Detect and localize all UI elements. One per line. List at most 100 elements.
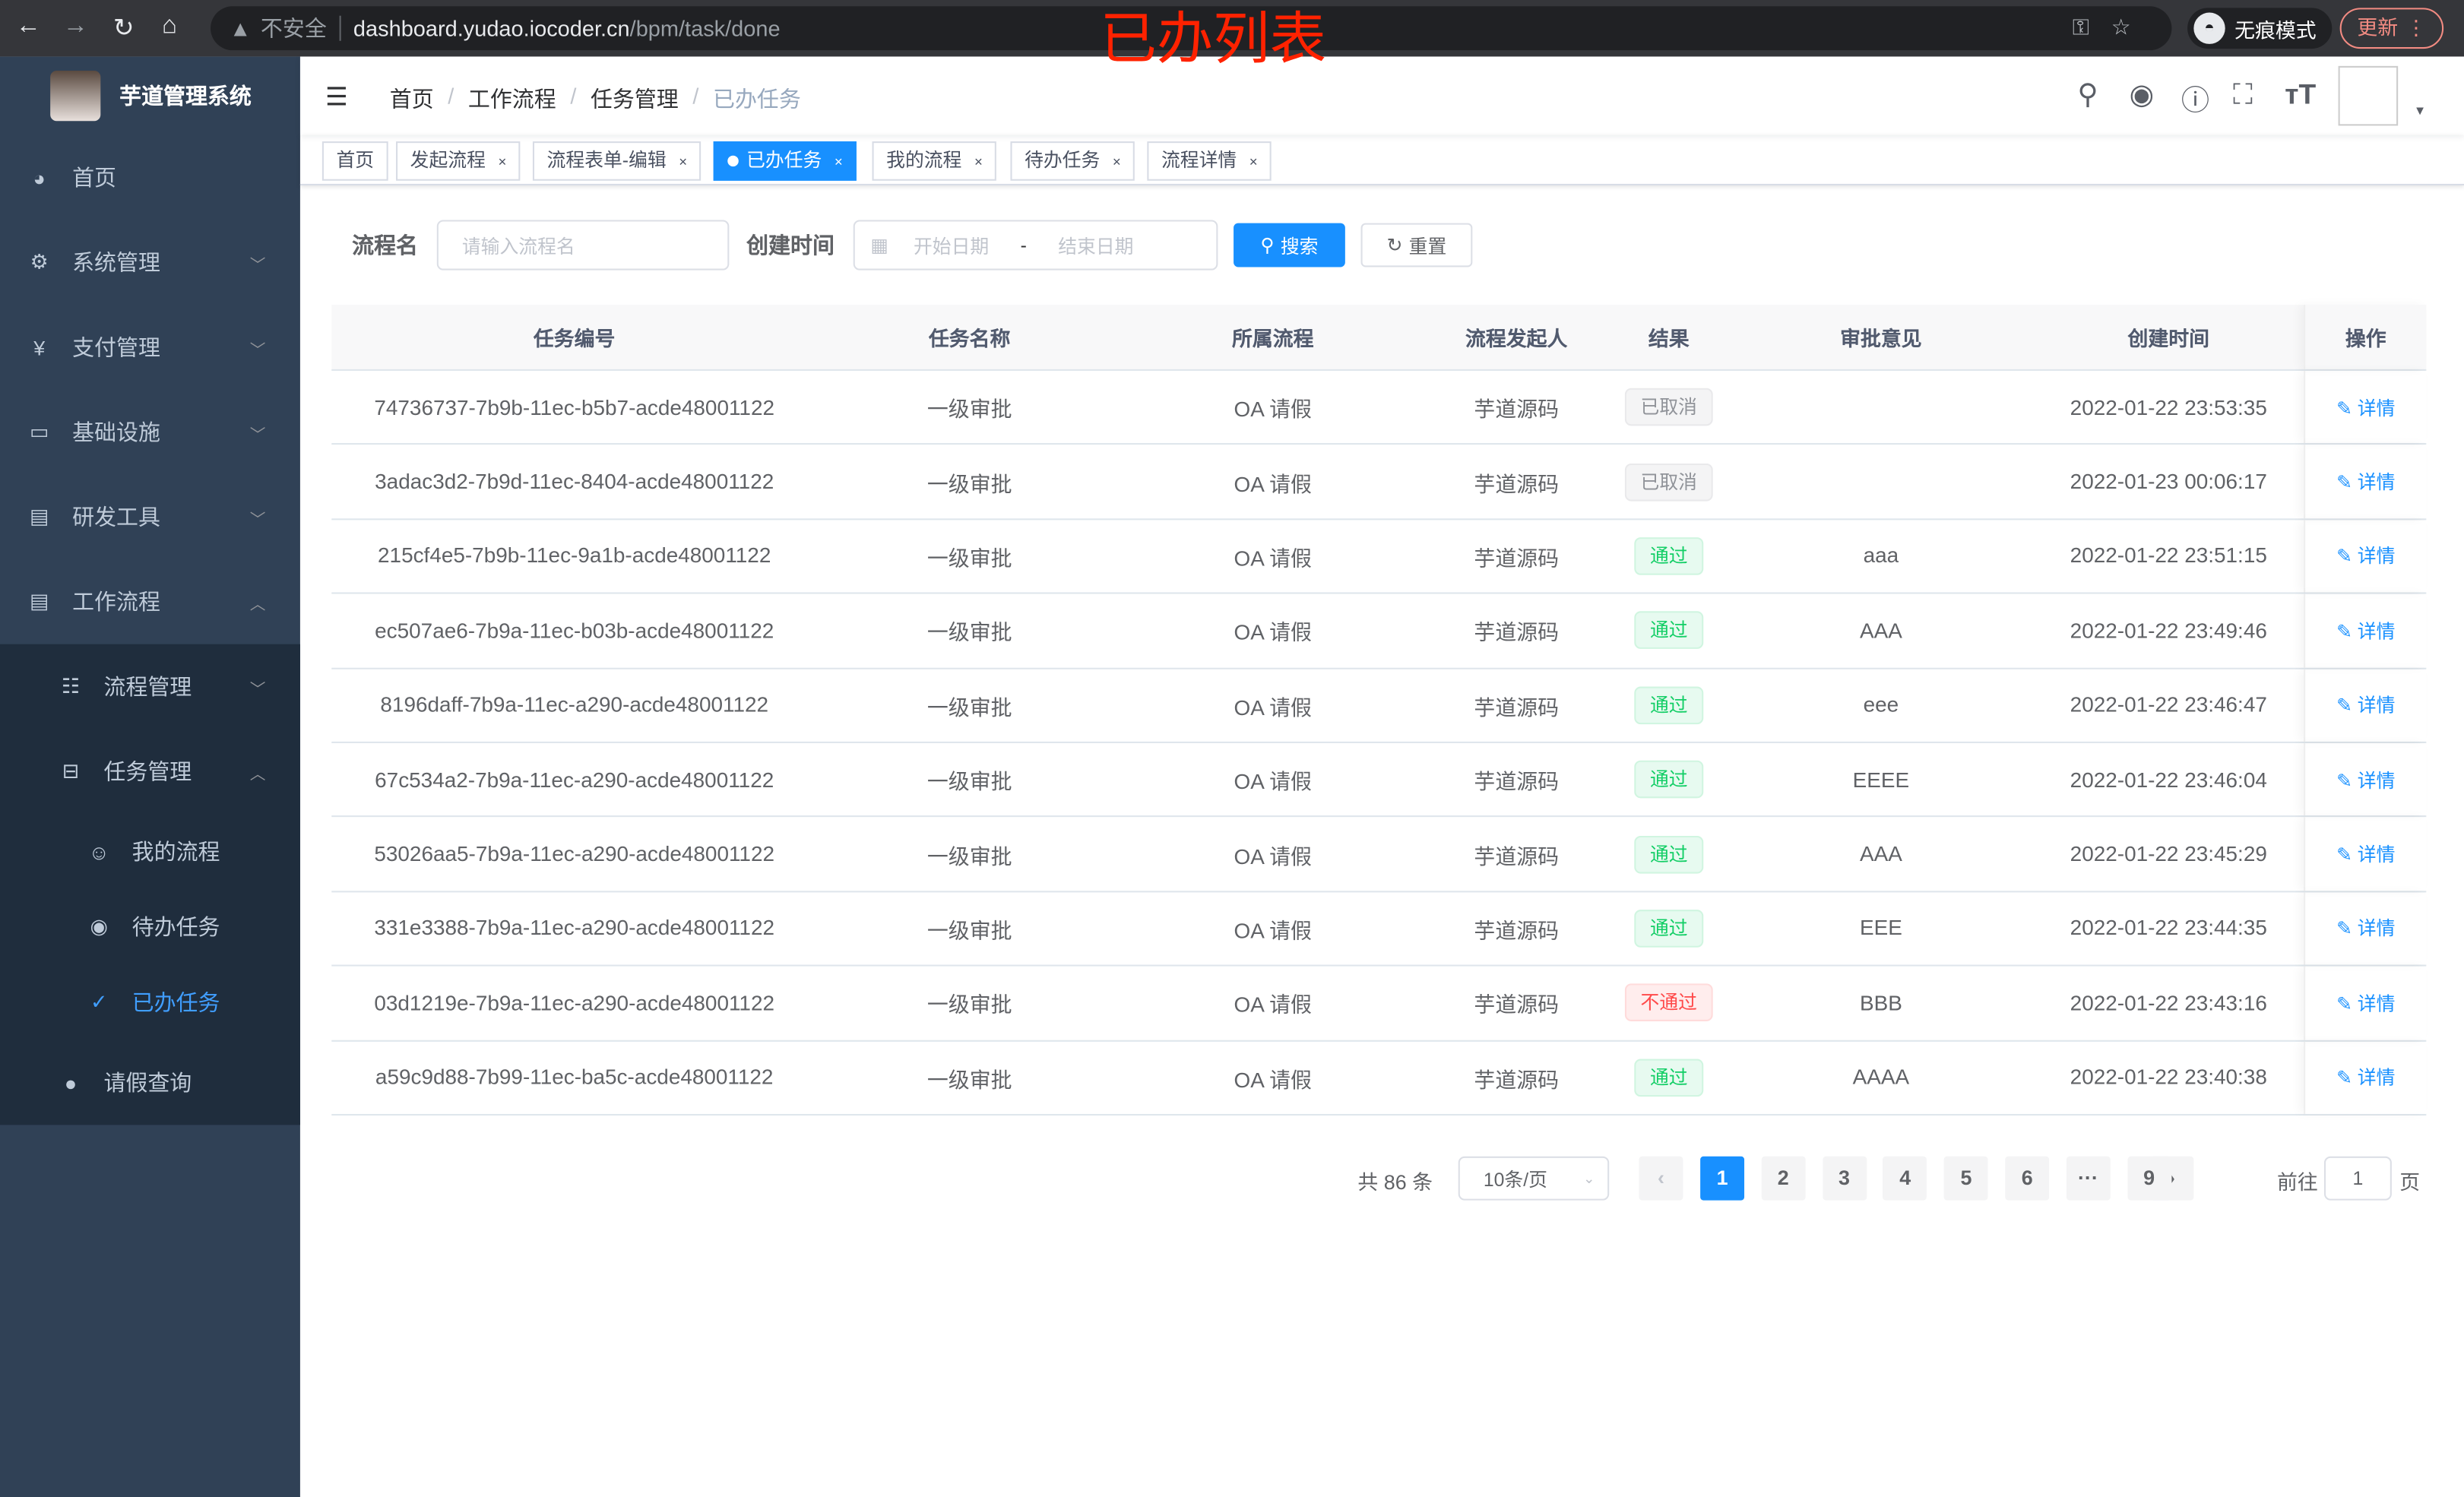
page-button[interactable]: 6 [2005,1156,2050,1201]
address-bar[interactable]: ▲ 不安全 dashboard.yudao.iocoder.cn/bpm/tas… [211,6,2172,51]
tag-2[interactable]: 流程表单-编辑 × [532,141,702,181]
sidebar-subitem[interactable]: ☺ 我的流程 [0,814,300,889]
starter: 芋道源码 [1474,695,1560,720]
sidebar-subitem[interactable]: ✓ 已办任务 [0,965,300,1040]
process-name-input[interactable]: 请输入流程名 [436,220,730,271]
app-title: 芋道管理系统 [119,83,252,109]
sidebar-subitem[interactable]: ⊟ 任务管理 ︿ [0,729,300,814]
forward-icon[interactable]: → [62,12,88,40]
time-label: 创建时间 [746,233,835,258]
active-dot [727,155,739,167]
sidebar-logo[interactable]: 芋道管理系统 [0,56,300,135]
tag-3[interactable]: 已办任务 × [713,141,857,181]
prev-page-button[interactable]: ‹ [1639,1156,1683,1201]
chevron-down-icon: ﹀ [249,341,266,359]
tag-5[interactable]: 待办任务 × [1010,141,1135,181]
close-icon[interactable]: × [1249,153,1258,170]
caret-down-icon[interactable]: ▼ [2413,103,2427,119]
detail-button[interactable]: ✎ 详情 [2336,840,2395,867]
hamburger-icon[interactable]: ☰ [325,84,348,112]
date-range-picker[interactable]: ▦ 开始日期 - 结束日期 [853,220,1218,271]
back-icon[interactable]: ← [15,12,41,40]
sidebar-item[interactable]: ⚙ 系统管理 ﹀ [0,220,300,305]
close-icon[interactable]: × [679,153,688,170]
task-id: 8196daff-7b9a-11ec-a290-acde48001122 [380,693,769,717]
detail-button[interactable]: ✎ 详情 [2336,1064,2395,1090]
sidebar-item[interactable]: ▤ 研发工具 ﹀ [0,474,300,559]
avatar[interactable] [2338,65,2399,126]
detail-button[interactable]: ✎ 详情 [2336,543,2395,569]
incognito-indicator[interactable]: ◓ 无痕模式 [2187,8,2333,49]
page-button[interactable]: 9 [2127,1156,2171,1201]
reset-button[interactable]: ↻ 重置 [1360,223,1473,267]
page-size-value: 10条/页 [1483,1168,1547,1191]
table-header: 任务编号 任务名称 所属流程 流程发起人 结果 审批意见 创建时间 操作 [331,305,2427,371]
task-id: 67c534a2-7b9a-11ec-a290-acde48001122 [375,767,774,792]
column-header: 创建时间 [2127,327,2210,351]
table-row: ec507ae6-7b9a-11ec-b03b-acde48001122 一级审… [331,593,2427,669]
sidebar-subitem[interactable]: ☷ 流程管理 ﹀ [0,644,300,730]
search-button[interactable]: ⚲ 搜索 [1234,223,1345,267]
process-name: OA 请假 [1234,695,1312,720]
status-badge: 通过 [1634,537,1704,575]
close-icon[interactable]: × [974,153,983,170]
url-host: dashboard.yudao.iocoder.cn [353,15,630,41]
breadcrumb-item[interactable]: 首页 [389,86,434,112]
detail-button[interactable]: ✎ 详情 [2336,989,2395,1016]
tag-4[interactable]: 我的流程 × [872,141,997,181]
sidebar-item-label: 待办任务 [131,914,220,940]
sidebar-item[interactable]: ▭ 基础设施 ﹀ [0,390,300,475]
status-badge: 通过 [1634,761,1704,799]
page-button[interactable]: 2 [1761,1156,1806,1201]
page-button[interactable]: 1 [1700,1156,1745,1201]
task-id: 74736737-7b9b-11ec-b5b7-acde48001122 [374,395,775,419]
comment: BBB [1859,991,1902,1015]
page-button[interactable]: 4 [1883,1156,1927,1201]
close-icon[interactable]: × [834,153,843,170]
page-button[interactable]: 5 [1944,1156,1988,1201]
home-icon[interactable]: ⌂ [161,12,177,40]
created-time: 2022-01-22 23:46:47 [2070,693,2267,717]
detail-label: 详情 [2357,620,2396,643]
key-icon[interactable]: ⚿ [2072,14,2111,40]
detail-button[interactable]: ✎ 详情 [2336,468,2395,495]
fullscreen-icon[interactable]: ⛶ [2233,78,2253,110]
tag-1[interactable]: 发起流程 × [396,141,521,181]
reload-icon[interactable]: ↻ [112,15,135,43]
sidebar-subitem[interactable]: ● 请假查询 [0,1040,300,1125]
sidebar-subitem[interactable]: ◉ 待办任务 [0,889,300,964]
annotation-title: 已办列表 [1100,8,1327,73]
tag-6[interactable]: 流程详情 × [1147,141,1272,181]
edit-icon: ✎ [2336,918,2358,941]
comment: AAAA [1852,1065,1910,1090]
update-button[interactable]: 更新 ⋮ [2339,8,2444,49]
font-size-icon[interactable]: ᴛT [2285,78,2317,110]
detail-button[interactable]: ✎ 详情 [2336,617,2395,644]
tag-label: 流程表单-编辑 [546,149,667,172]
starter: 芋道源码 [1474,770,1560,794]
detail-button[interactable]: ✎ 详情 [2336,692,2395,718]
help-icon[interactable]: ⓘ [2181,84,2210,117]
toolbox-icon: ▤ [29,589,49,613]
detail-button[interactable]: ✎ 详情 [2336,394,2395,420]
user-icon: ● [64,1071,78,1095]
sidebar-item[interactable]: ¥ 支付管理 ﹀ [0,305,300,390]
github-icon[interactable]: ◉ [2129,78,2155,110]
page-button[interactable]: 3 [1822,1156,1867,1201]
page-size-select[interactable]: 10条/页 ⌄ [1458,1156,1610,1201]
chevron-down-icon: ﹀ [249,681,266,699]
breadcrumb: 首页 / 工作流程 / 任务管理 / 已办任务 [390,84,801,115]
detail-label: 详情 [2357,471,2396,494]
more-pages-button[interactable]: ··· [2066,1156,2111,1201]
search-icon[interactable]: ⚲ [2077,78,2098,110]
tag-0[interactable]: 首页 [321,141,388,181]
close-icon[interactable]: × [498,153,507,170]
sidebar-item[interactable]: ◕ 首页 [0,135,300,220]
star-icon[interactable]: ☆ [2111,14,2153,40]
detail-button[interactable]: ✎ 详情 [2336,915,2395,942]
close-icon[interactable]: × [1112,153,1121,170]
goto-page-input[interactable]: 1 [2323,1156,2392,1201]
process-name: OA 请假 [1234,919,1312,943]
detail-button[interactable]: ✎ 详情 [2336,766,2395,793]
sidebar-item[interactable]: ▤ 工作流程 ︿ [0,559,300,644]
